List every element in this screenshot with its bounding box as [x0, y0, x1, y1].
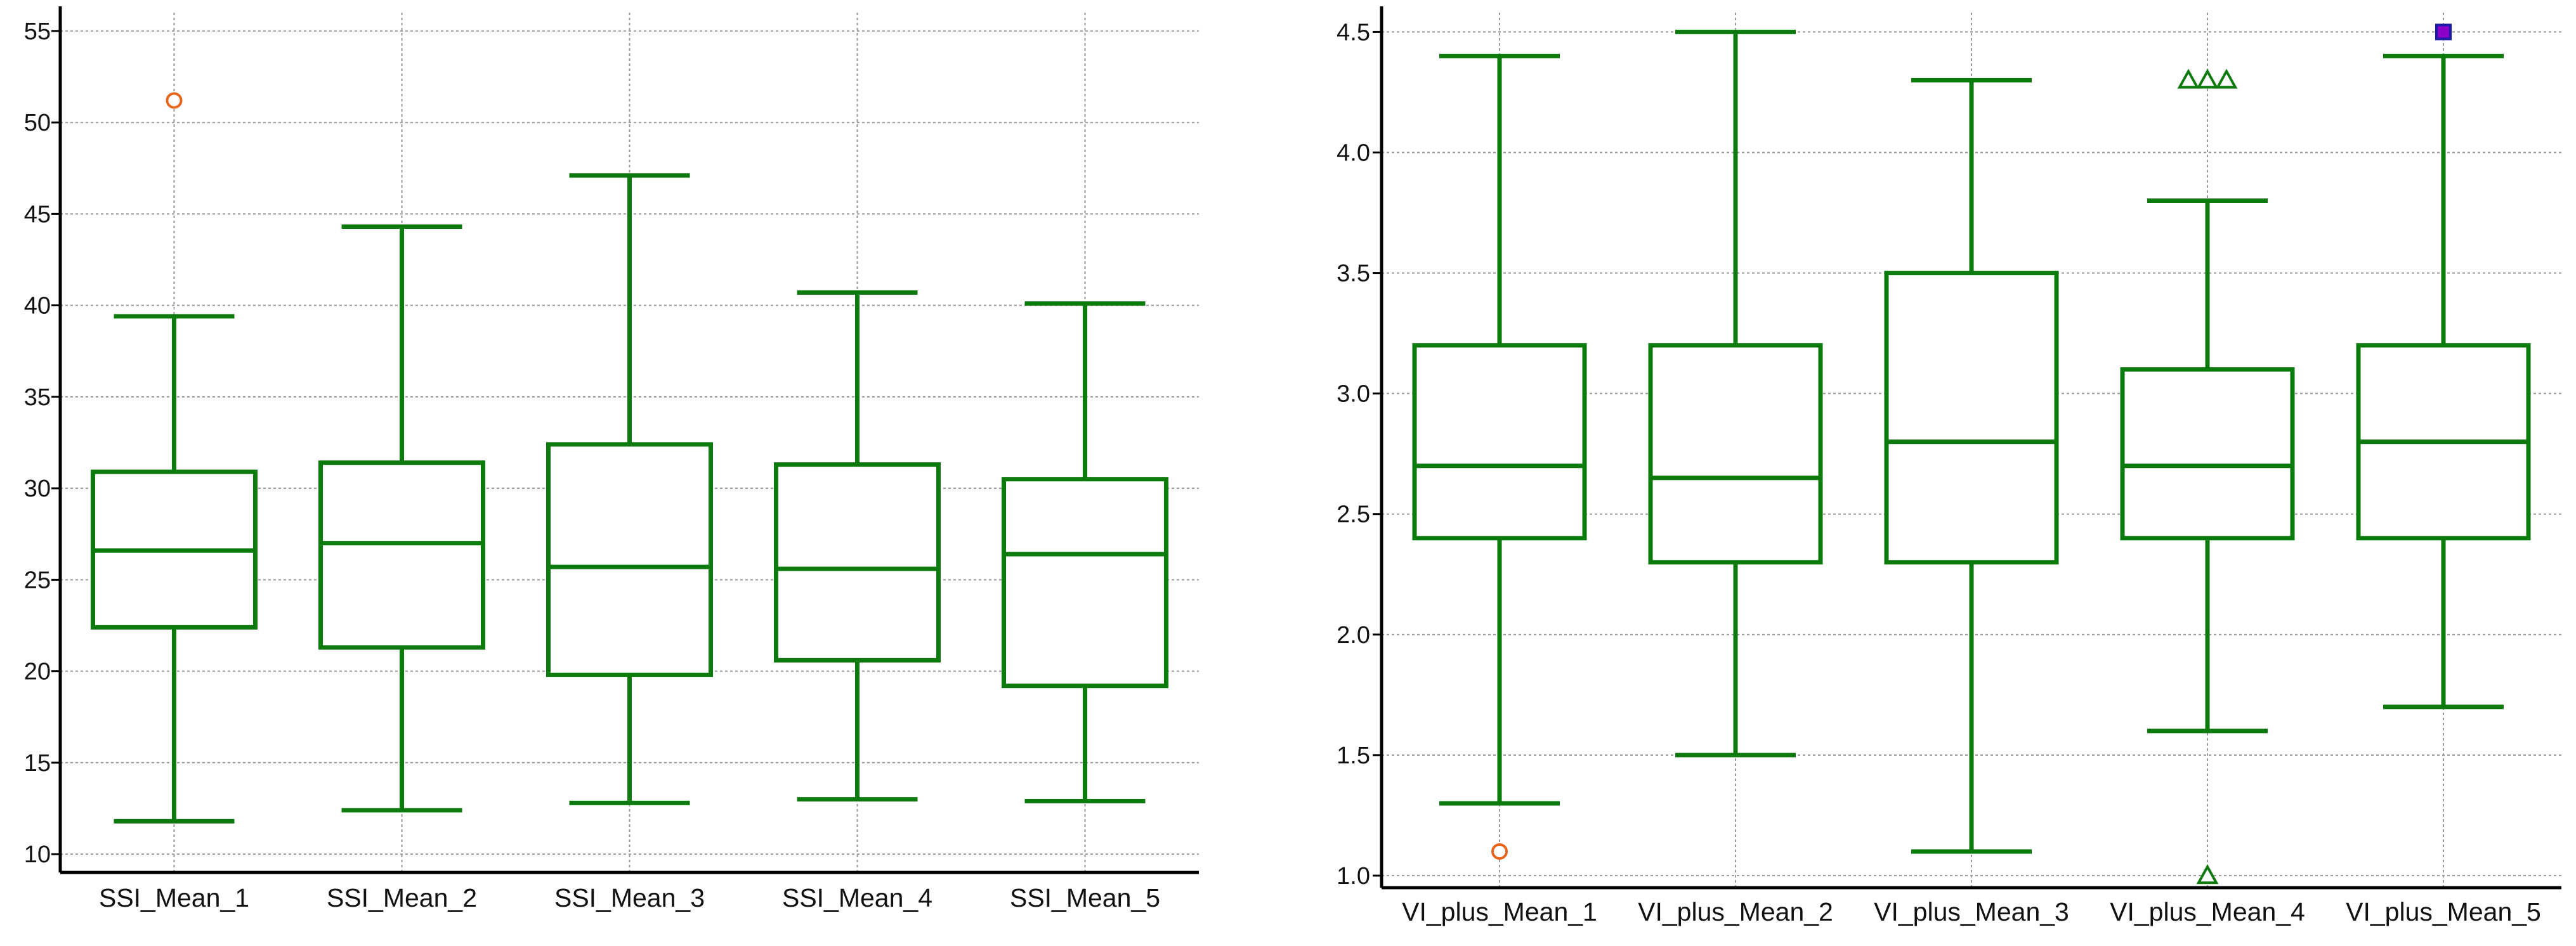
y-tick-label: 1.5 — [1337, 742, 1370, 769]
y-tick-label: 30 — [24, 476, 51, 502]
box-iqr — [774, 462, 941, 663]
box-iqr — [1884, 271, 2059, 565]
y-tick-label: 4.0 — [1337, 139, 1370, 166]
y-tick-label: 1.0 — [1337, 863, 1370, 890]
x-category-label: SSI_Mean_3 — [554, 883, 705, 912]
x-category-label: SSI_Mean_2 — [327, 883, 477, 912]
outlier-triangle — [2177, 68, 2200, 89]
y-tick-label: 4.5 — [1337, 19, 1370, 46]
box-iqr — [1648, 343, 1823, 565]
y-tick-label: 3.0 — [1337, 381, 1370, 408]
outlier-circle — [166, 92, 183, 109]
y-tick-label: 50 — [24, 110, 51, 136]
outlier-triangle — [2196, 864, 2219, 884]
outlier-triangle — [2215, 68, 2238, 89]
y-tick-label: 45 — [24, 201, 51, 228]
y-tick-label: 35 — [24, 384, 51, 411]
y-tick-label: 2.0 — [1337, 622, 1370, 649]
box-iqr — [1002, 477, 1168, 689]
x-category-label: SSI_Mean_5 — [1010, 883, 1160, 912]
x-category-label: VI_plus_Mean_5 — [2346, 897, 2541, 926]
x-category-label: SSI_Mean_1 — [99, 883, 249, 912]
outlier-circle — [1491, 843, 1508, 860]
x-category-label: SSI_Mean_4 — [782, 883, 932, 912]
y-tick-label: 40 — [24, 293, 51, 320]
box-iqr — [318, 460, 485, 650]
y-tick-label: 25 — [24, 567, 51, 593]
outlier-square — [2435, 23, 2452, 41]
y-tick-label: 20 — [24, 659, 51, 685]
box-iqr — [2120, 367, 2295, 541]
y-tick-label: 10 — [24, 841, 51, 868]
box-iqr — [1412, 343, 1587, 541]
y-tick-label: 55 — [24, 18, 51, 45]
x-category-label: VI_plus_Mean_2 — [1638, 897, 1833, 926]
x-category-label: VI_plus_Mean_3 — [1874, 897, 2069, 926]
box-iqr — [546, 442, 713, 677]
y-tick-label: 2.5 — [1337, 502, 1370, 528]
vi-plus-box-plot-panel: 1.0 1.5 2.0 2.5 3.0 3.5 4.0 4.5 VI_plus_Mean_1 VI… — [1337, 6, 2561, 926]
y-tick-label: 15 — [24, 750, 51, 777]
outlier-triangle — [2196, 68, 2219, 89]
y-tick-label: 3.5 — [1337, 261, 1370, 287]
x-category-label: VI_plus_Mean_4 — [2110, 897, 2305, 926]
x-category-label: VI_plus_Mean_1 — [1402, 897, 1597, 926]
ssi-box-plot-panel: 10 15 20 25 30 35 40 45 50 55 SSI_Mean_1 SSI_Mean_2… — [24, 6, 1199, 912]
